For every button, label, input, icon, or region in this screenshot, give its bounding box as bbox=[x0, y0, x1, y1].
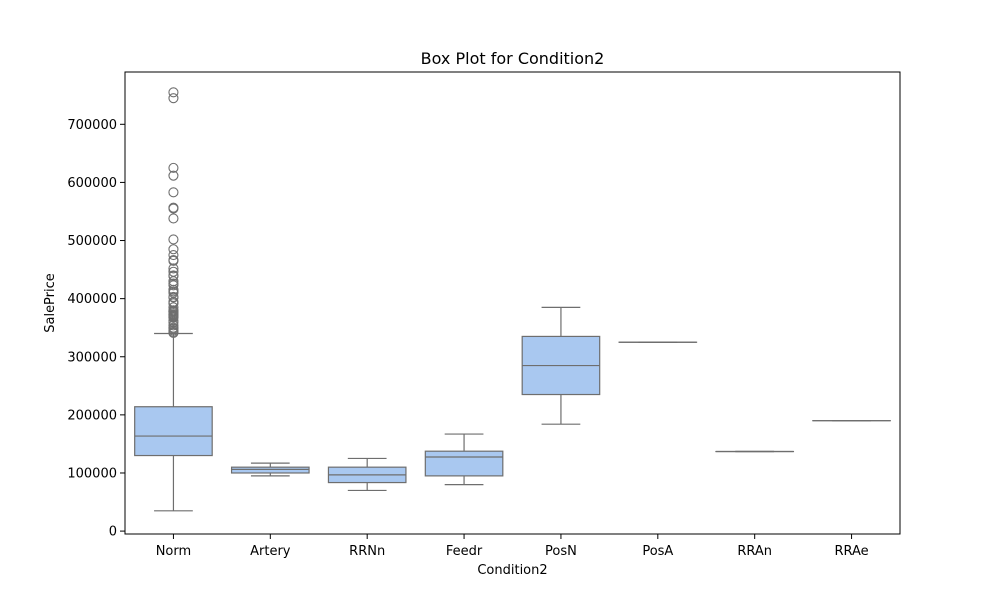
plot-area-frame bbox=[124, 71, 901, 535]
box-posn bbox=[521, 306, 601, 425]
outlier-point bbox=[168, 203, 179, 214]
box-feedr bbox=[424, 433, 504, 486]
x-tick-label: RRNn bbox=[349, 544, 385, 559]
y-tick-label: 300000 bbox=[67, 350, 117, 365]
box-rrnn bbox=[327, 457, 407, 492]
x-tick-label: RRAe bbox=[834, 544, 868, 559]
x-tick-label: Norm bbox=[156, 544, 191, 559]
outlier-point bbox=[168, 244, 179, 255]
outlier-point bbox=[168, 292, 179, 303]
x-tick-label: PosN bbox=[545, 544, 577, 559]
outlier-point bbox=[168, 320, 179, 331]
chart-title: Box Plot for Condition2 bbox=[421, 49, 605, 68]
box-iqr bbox=[230, 466, 310, 474]
y-tick-label: 0 bbox=[109, 525, 117, 540]
outlier-point bbox=[168, 234, 179, 245]
x-tick-label: Feedr bbox=[446, 544, 483, 559]
y-tick-label: 100000 bbox=[67, 466, 117, 481]
box-series bbox=[134, 87, 891, 512]
x-tick-label: PosA bbox=[642, 544, 673, 559]
box-iqr bbox=[424, 450, 504, 477]
outlier-point bbox=[168, 250, 179, 261]
y-axis-label: SalePrice bbox=[43, 273, 58, 333]
outlier-point bbox=[168, 327, 179, 338]
y-tick-label: 600000 bbox=[67, 176, 117, 191]
y-axis: 0 100000 200000 300000 400000 500000 600000 700… bbox=[67, 118, 125, 540]
y-tick-label: 700000 bbox=[67, 118, 117, 133]
outlier-point bbox=[168, 317, 179, 328]
outlier-point bbox=[168, 312, 179, 323]
outlier-point bbox=[168, 93, 179, 104]
outlier-point bbox=[168, 187, 179, 198]
outlier-point bbox=[168, 87, 179, 98]
y-tick-label: 200000 bbox=[67, 408, 117, 423]
x-axis-label: Condition2 bbox=[477, 563, 547, 578]
outlier-point bbox=[168, 255, 179, 266]
outlier-point bbox=[168, 213, 179, 224]
x-tick-label: Artery bbox=[250, 544, 291, 559]
box-norm bbox=[134, 87, 213, 512]
box-artery bbox=[230, 462, 310, 477]
x-axis: Norm Artery RRNn Feedr PosN PosA RRAn RRAe bbox=[156, 534, 869, 559]
y-tick-label: 500000 bbox=[67, 234, 117, 249]
box-iqr bbox=[134, 406, 213, 457]
outlier-point bbox=[168, 280, 179, 291]
y-tick-label: 400000 bbox=[67, 292, 117, 307]
outlier-point bbox=[168, 162, 179, 173]
outlier-point bbox=[168, 170, 179, 181]
x-tick-label: RRAn bbox=[737, 544, 772, 559]
outlier-point bbox=[168, 263, 179, 274]
